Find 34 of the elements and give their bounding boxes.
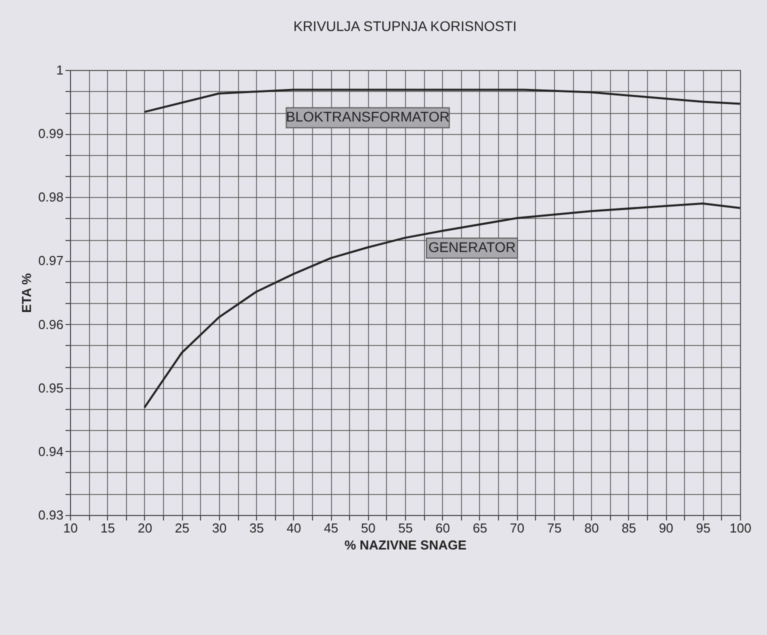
x-tick-label: 95	[696, 520, 711, 536]
x-tick-label: 10	[63, 520, 78, 536]
x-tick-label: 80	[584, 520, 599, 536]
line-series	[143, 202, 741, 409]
x-tick-label: 55	[398, 520, 413, 536]
x-tick-label: 40	[286, 520, 302, 536]
x-tick-label: 70	[510, 520, 524, 536]
x-tick-label: 20	[138, 520, 152, 536]
x-tick-label: 50	[361, 520, 376, 536]
y-tick-label: 0.95	[38, 380, 64, 396]
y-tick-label: 0.96	[38, 316, 64, 332]
series-label: GENERATOR	[428, 239, 516, 256]
x-axis-title: % NAZIVNE SNAGE	[344, 538, 467, 552]
chart-title: KRIVULJA STUPNJA KORISNOSTI	[293, 18, 517, 34]
x-tick-label: 60	[435, 520, 450, 536]
y-tick-label: 1	[56, 62, 64, 78]
x-tick-label: 35	[249, 520, 264, 536]
x-tick-label: 45	[324, 520, 338, 536]
x-tick-label: 100	[730, 520, 752, 536]
y-tick-label: 0.93	[38, 508, 64, 522]
x-tick-label: 75	[547, 520, 562, 536]
line-series	[143, 88, 741, 113]
x-tick-label: 30	[212, 520, 227, 536]
y-tick-label: 0.94	[38, 444, 64, 459]
series-label: BLOKTRANSFORMATOR	[286, 108, 450, 125]
x-tick-label: 90	[658, 520, 674, 536]
x-tick-label: 65	[472, 520, 488, 536]
y-tick-label: 0.97	[38, 253, 64, 268]
y-axis-title: ETA %	[19, 272, 34, 313]
x-tick-label: 25	[174, 520, 190, 536]
y-tick-label: 0.98	[38, 190, 64, 205]
y-tick-label: 0.99	[38, 126, 64, 142]
x-tick-label: 85	[622, 520, 636, 536]
x-tick-label: 15	[100, 520, 115, 536]
